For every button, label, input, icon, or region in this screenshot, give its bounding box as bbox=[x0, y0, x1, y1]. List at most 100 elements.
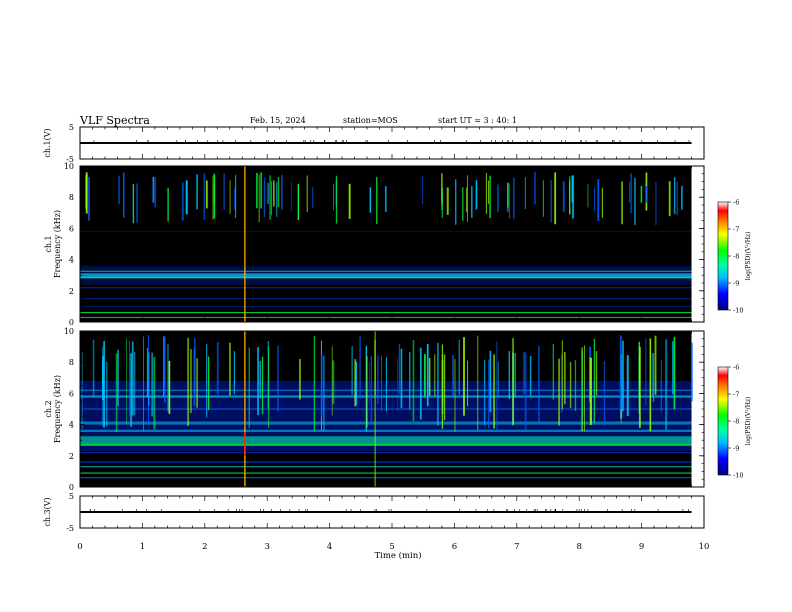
colorbar bbox=[717, 366, 729, 476]
spheric-streak bbox=[335, 175, 338, 224]
spheric-streak bbox=[620, 335, 622, 410]
x-tick-label: 4 bbox=[327, 542, 332, 552]
colorbar-tick-label: -8 bbox=[733, 418, 739, 426]
y-tick-label: 4 bbox=[69, 421, 74, 430]
spheric-streak bbox=[489, 350, 492, 413]
spheric-streak bbox=[233, 351, 235, 395]
spheric-streak bbox=[277, 176, 280, 208]
x-tick-label: 3 bbox=[264, 542, 269, 552]
spheric-streak bbox=[153, 356, 156, 430]
colorbar-tick-label: -10 bbox=[733, 307, 743, 315]
spheric-streak bbox=[203, 173, 206, 221]
spheric-streak bbox=[630, 173, 633, 214]
spheric-streak bbox=[123, 172, 125, 218]
spheric-streak bbox=[654, 335, 657, 395]
spheric-streak bbox=[441, 186, 443, 210]
spheric-streak bbox=[290, 181, 292, 212]
spheric-streak bbox=[496, 341, 498, 430]
spheric-streak bbox=[512, 338, 514, 426]
spheric-streak bbox=[603, 360, 606, 426]
spheric-streak bbox=[436, 342, 439, 426]
y-tick-label: 2 bbox=[69, 452, 74, 461]
spheric-streak bbox=[208, 356, 210, 411]
spheric-streak bbox=[168, 360, 171, 415]
station-label: station=MOS bbox=[343, 116, 398, 125]
frequency-band bbox=[80, 395, 692, 398]
frequency-band bbox=[80, 436, 692, 445]
spheric-streak bbox=[375, 176, 378, 225]
y-tick-label: 10 bbox=[64, 162, 74, 171]
spheric-streak bbox=[434, 354, 436, 397]
spheric-streak bbox=[187, 337, 190, 427]
spheric-streak bbox=[359, 336, 361, 399]
spheric-streak bbox=[297, 183, 300, 221]
frequency-band bbox=[80, 472, 692, 474]
spheric-streak bbox=[651, 353, 653, 397]
spheric-streak bbox=[454, 358, 456, 432]
spheric-streak bbox=[560, 354, 563, 413]
spheric-streak bbox=[466, 187, 468, 213]
spheric-streak bbox=[508, 351, 510, 400]
y-tick-label: 2 bbox=[69, 287, 74, 296]
spheric-streak bbox=[446, 187, 449, 215]
y-tick-label: 0 bbox=[69, 318, 74, 327]
colorbar-tick-label: -9 bbox=[733, 445, 739, 453]
spheric-streak bbox=[385, 357, 388, 412]
spike-line bbox=[374, 331, 376, 487]
spheric-streak bbox=[513, 178, 515, 219]
spectrogram-features bbox=[80, 331, 693, 487]
axis-label-channel: ch.2 bbox=[44, 400, 53, 417]
spheric-streak bbox=[269, 175, 271, 220]
spheric-streak bbox=[523, 351, 525, 395]
spheric-streak bbox=[524, 352, 527, 431]
spheric-streak bbox=[229, 342, 231, 396]
spheric-streak bbox=[320, 354, 323, 417]
spheric-streak bbox=[668, 181, 671, 217]
spheric-streak bbox=[368, 362, 370, 404]
spheric-streak bbox=[673, 177, 676, 215]
colorbar bbox=[717, 201, 729, 311]
spheric-streak bbox=[561, 340, 563, 410]
spheric-streak bbox=[117, 349, 119, 407]
spheric-streak bbox=[463, 337, 465, 416]
spheric-streak bbox=[542, 180, 544, 217]
spheric-streak bbox=[256, 173, 258, 209]
axis-label-voltage: ch.1(V) bbox=[43, 128, 52, 157]
frequency-band bbox=[80, 477, 692, 479]
frequency-band bbox=[80, 429, 692, 433]
spheric-streak bbox=[552, 344, 554, 400]
spheric-streak bbox=[248, 347, 250, 429]
spheric-streak bbox=[212, 175, 214, 220]
spheric-streak bbox=[306, 175, 309, 212]
spheric-streak bbox=[151, 352, 153, 417]
spheric-streak bbox=[223, 173, 225, 210]
spheric-streak bbox=[196, 358, 199, 408]
spheric-streak bbox=[271, 181, 272, 216]
spheric-streak bbox=[655, 181, 657, 226]
spheric-streak bbox=[234, 187, 236, 210]
spheric-streak bbox=[640, 185, 643, 203]
spheric-streak bbox=[333, 183, 335, 211]
x-tick-label: 10 bbox=[699, 542, 710, 552]
spheric-streak bbox=[426, 343, 429, 407]
colorbar-label: log(PSD)(V²/Hz) bbox=[745, 397, 752, 446]
spheric-streak bbox=[538, 345, 540, 422]
frequency-band bbox=[80, 273, 692, 278]
spheric-streak bbox=[593, 187, 596, 212]
spheric-streak bbox=[590, 357, 592, 425]
spheric-streak bbox=[412, 340, 415, 422]
colorbar-tick-label: -7 bbox=[733, 391, 739, 399]
spheric-streak bbox=[471, 186, 473, 218]
x-tick-label: 8 bbox=[576, 542, 581, 552]
spheric-streak bbox=[508, 183, 510, 219]
spheric-streak bbox=[484, 360, 486, 426]
spheric-streak bbox=[276, 181, 278, 217]
spheric-streak bbox=[92, 339, 95, 397]
spheric-streak bbox=[263, 177, 266, 217]
spheric-streak bbox=[261, 356, 264, 414]
spheric-streak bbox=[581, 350, 583, 426]
frequency-band bbox=[80, 466, 692, 468]
spheric-streak bbox=[277, 345, 279, 412]
spike-line bbox=[244, 331, 246, 487]
